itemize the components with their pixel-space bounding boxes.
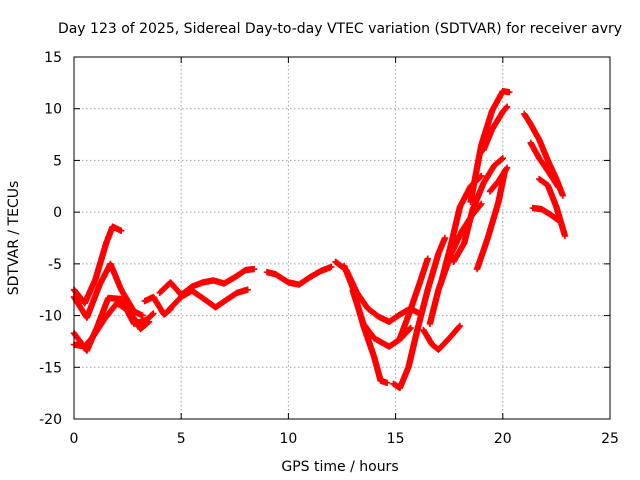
chart-title: Day 123 of 2025, Sidereal Day-to-day VTE…	[58, 21, 622, 37]
y-tick-label: 0	[53, 205, 62, 221]
y-tick-label: 15	[44, 50, 62, 66]
x-tick-label: 10	[279, 431, 297, 447]
y-tick-label: -15	[39, 360, 62, 376]
data-point-markers	[396, 255, 431, 342]
y-tick-label: -20	[39, 412, 62, 428]
series-trace-h	[263, 263, 335, 288]
data-point-markers	[529, 204, 562, 224]
series-trace-g	[141, 293, 174, 318]
data-point-markers	[420, 322, 464, 353]
data-point-markers	[486, 164, 511, 195]
series-trace-w	[527, 139, 562, 191]
data-point-markers	[450, 155, 506, 265]
x-axis-label: GPS time / hours	[281, 459, 398, 475]
data-marks	[70, 87, 569, 392]
data-point-markers	[141, 293, 174, 318]
series-trace-s	[480, 103, 511, 154]
grid	[74, 57, 610, 419]
data-point-markers	[473, 167, 509, 273]
y-tick-label: -5	[48, 257, 62, 273]
series-trace-u	[486, 164, 511, 195]
x-tick-label: 15	[387, 431, 405, 447]
x-tick-label: 25	[601, 431, 619, 447]
series-trace-q	[450, 155, 506, 265]
y-axis-label: SDTVAR / TECUs	[6, 181, 22, 296]
x-tick-label: 5	[177, 431, 186, 447]
x-tick-label: 20	[494, 431, 512, 447]
plot-frame	[73, 56, 611, 420]
y-tick-label: 10	[44, 102, 62, 118]
data-point-markers	[390, 234, 449, 392]
y-tick-label: 5	[53, 153, 62, 169]
series-trace-r	[467, 87, 513, 205]
series-trace-x	[529, 204, 562, 224]
data-point-markers	[467, 87, 513, 205]
x-tick-label: 0	[70, 431, 79, 447]
data-point-markers	[527, 139, 562, 191]
series-trace-l	[390, 234, 449, 392]
series-trace-y	[536, 175, 569, 240]
axis-ticks: 0 5 10 15 20 25 -20 -15 -10 -5 0 5 10 15	[39, 50, 619, 447]
data-point-markers	[536, 175, 569, 240]
data-point-markers	[480, 103, 511, 154]
series-trace-t	[473, 167, 509, 273]
y-tick-label: -10	[39, 309, 62, 325]
series-trace-n	[420, 322, 464, 353]
series-trace-m	[396, 255, 431, 342]
data-point-markers	[263, 263, 335, 288]
